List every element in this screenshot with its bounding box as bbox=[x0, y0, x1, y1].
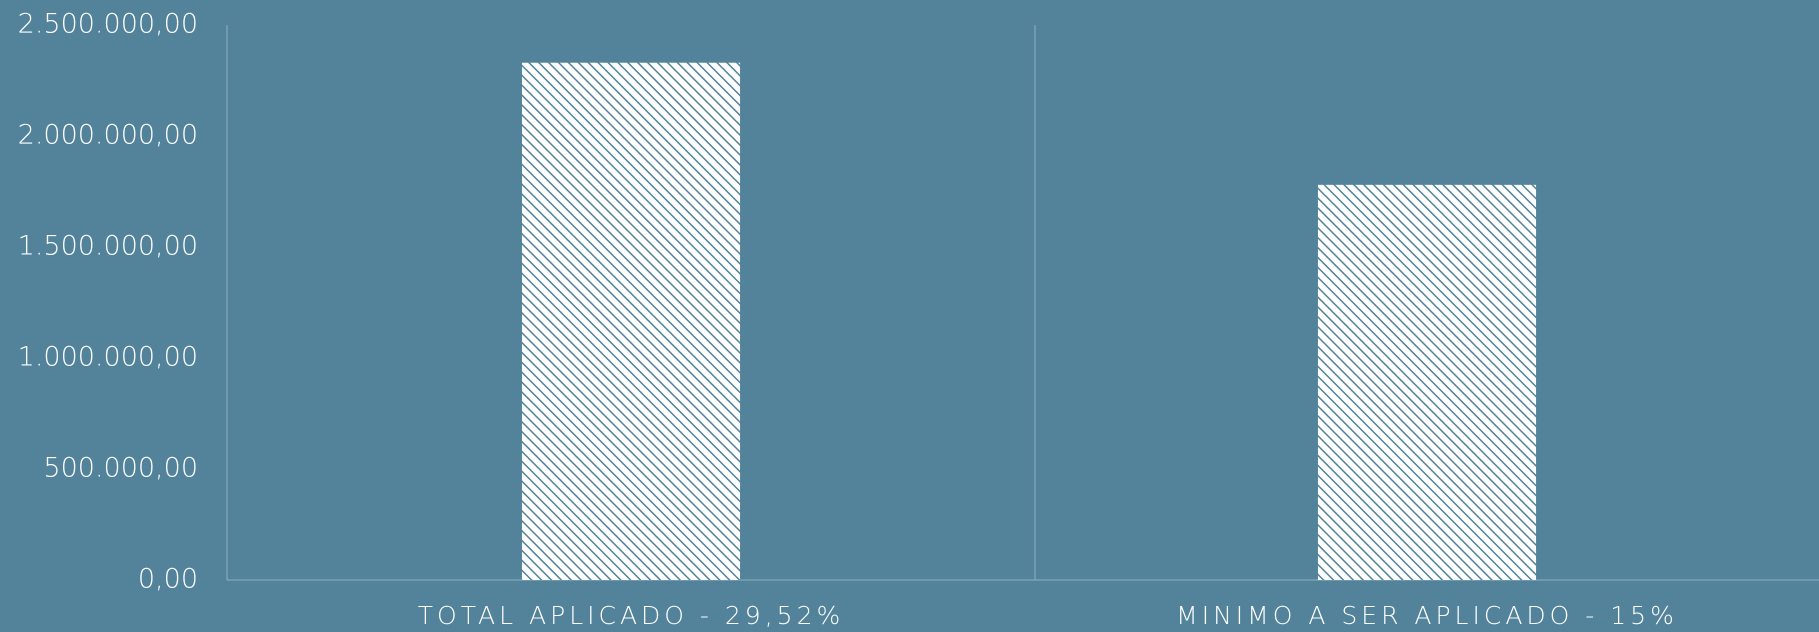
x-tick-label: MINIMO A SER APLICADO - 15% bbox=[1176, 601, 1678, 630]
y-tick-label: 1.500.000,00 bbox=[18, 231, 198, 262]
bar bbox=[1317, 184, 1537, 580]
x-tick-label: TOTAL APLICADO - 29,52% bbox=[418, 601, 844, 630]
y-tick-label: 2.500.000,00 bbox=[18, 9, 198, 40]
y-tick-label: 1.000.000,00 bbox=[18, 342, 198, 373]
y-tick-label: 0,00 bbox=[138, 564, 198, 595]
y-tick-label: 2.000.000,00 bbox=[18, 120, 198, 151]
bar bbox=[521, 62, 741, 581]
y-tick-label: 500.000,00 bbox=[43, 453, 198, 484]
